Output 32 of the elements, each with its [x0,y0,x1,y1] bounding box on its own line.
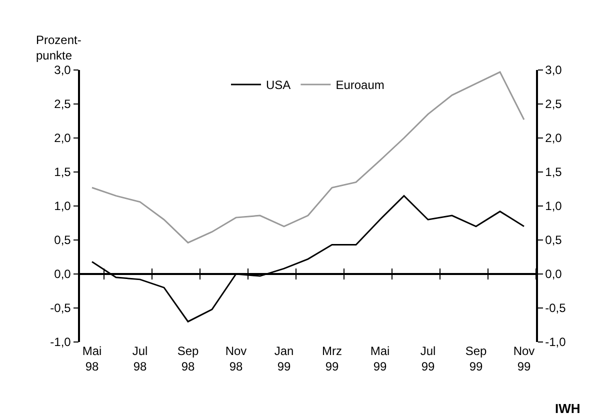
text: IWH [555,401,580,416]
y-tick-label: 0,0 [54,267,72,282]
y2-tick-label: -0,5 [545,301,566,316]
x-tick-label: Mai 98 [82,344,102,374]
legend-label: USA [266,78,291,92]
y-axis-title: Prozent- punkte [36,33,82,63]
x-tick-label: Jul 98 [132,344,148,374]
y2-tick-label: 1,5 [545,165,562,180]
y2-tick-label: 0,5 [545,233,562,248]
y-tick-label: 2,5 [54,97,72,112]
x-tick-label: Sep 98 [177,344,199,374]
y-tick-label: -0,5 [50,301,72,316]
x-tick-label: Mrz 99 [322,344,342,374]
y2-tick-label: 2,0 [545,131,562,146]
y2-tick-label: 2,5 [545,97,562,112]
y-tick-label: 1,5 [54,165,72,180]
y2-tick-label: 1,0 [545,199,562,214]
y-tick-label: -1,0 [50,335,72,350]
x-tick-label: Jan 99 [274,344,294,374]
x-tick-label: Mai 99 [370,344,390,374]
x-tick-label: Nov 99 [513,344,535,374]
y2-tick-label: -1,0 [545,335,566,350]
y-tick-label: 3,0 [54,63,72,78]
x-tick-label: Jul 99 [420,344,436,374]
y2-tick-label: 3,0 [545,63,562,78]
x-tick-label: Sep 99 [465,344,487,374]
legend-label: Euroaum [336,78,384,92]
y-tick-label: 0,5 [54,233,72,248]
y2-tick-label: 0,0 [545,267,562,282]
y-tick-label: 1,0 [54,199,72,214]
y-tick-label: 2,0 [54,131,72,146]
x-tick-label: Nov 98 [225,344,247,374]
